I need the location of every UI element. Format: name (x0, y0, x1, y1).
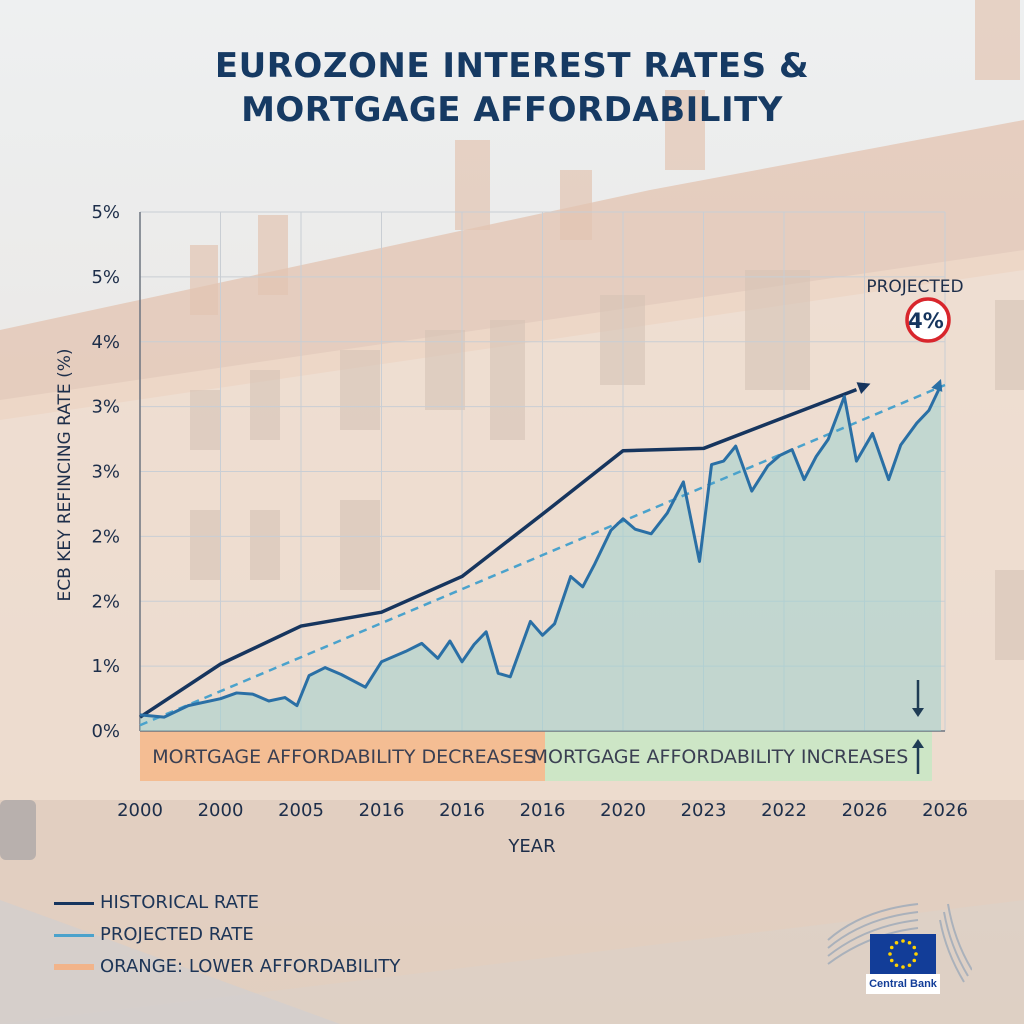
x-tick-label: 2016 (439, 800, 485, 821)
y-tick-label: 5% (91, 267, 120, 288)
eu-star-icon (889, 945, 894, 950)
logo-caption: Central Bank (866, 974, 940, 994)
x-tick-label: 2016 (520, 800, 566, 821)
chart-legend: HISTORICAL RATE PROJECTED RATE ORANGE: L… (54, 890, 474, 986)
eu-star-icon (907, 963, 912, 968)
y-axis-ticks: 0% 1% 2% 2% 3% 3% 4% 5% 5% (91, 202, 120, 742)
down-arrow-icon (912, 680, 924, 717)
trend-line (139, 383, 946, 727)
projected-arrow-head (931, 379, 943, 392)
eu-stars-icon (888, 939, 918, 969)
x-tick-label: 2005 (278, 800, 324, 821)
eu-star-icon (907, 940, 912, 945)
eu-star-icon (901, 965, 905, 969)
x-tick-label: 2016 (359, 800, 405, 821)
historical-arrow-head (856, 382, 871, 395)
legend-item-projected: PROJECTED RATE (54, 922, 474, 954)
eu-flag-icon (870, 934, 936, 974)
eu-star-icon (901, 939, 905, 943)
eu-star-icon (889, 958, 894, 963)
annotation-projected: PROJECTED (866, 277, 963, 297)
eu-star-icon (914, 952, 918, 956)
band-decreases-label: MORTGAGE AFFORDABILITY DECREASES (152, 746, 536, 768)
x-tick-label: 2020 (600, 800, 646, 821)
eu-star-icon (894, 940, 899, 945)
eu-star-icon (912, 958, 917, 963)
title-line-2: MORTGAGE AFFORDABILITY (241, 90, 783, 130)
band-increases-label: MORTGAGE AFFORDABILITY INCREASES (532, 746, 909, 768)
historical-rate-line (139, 387, 858, 719)
x-axis-ticks: 2000 2000 2005 2016 2016 2016 2020 2023 2022 2026… (117, 800, 968, 821)
legend-item-orange: ORANGE: LOWER AFFORDABILITY (54, 954, 474, 986)
legend-label-historical: HISTORICAL RATE (100, 892, 259, 913)
legend-swatch-projected (54, 934, 94, 937)
band-decreases (140, 731, 545, 781)
y-tick-label: 4% (91, 332, 120, 353)
y-tick-label: 5% (91, 202, 120, 223)
up-arrow-icon (912, 739, 924, 774)
projected-rate-line (139, 384, 943, 719)
annotation-value: 4% (908, 309, 944, 333)
affordability-bands: MORTGAGE AFFORDABILITY DECREASES MORTGAG… (140, 731, 932, 781)
legend-label-orange: ORANGE: LOWER AFFORDABILITY (100, 956, 401, 977)
y-axis-label: ECB KEY REFINCING RATE (%) (55, 349, 75, 602)
central-bank-logo: Central Bank (822, 900, 972, 1000)
x-tick-label: 2023 (681, 800, 727, 821)
legend-label-projected: PROJECTED RATE (100, 924, 254, 945)
legend-swatch-historical (54, 902, 94, 905)
x-tick-label: 2000 (117, 800, 163, 821)
x-tick-label: 2000 (198, 800, 244, 821)
x-tick-label: 2022 (761, 800, 807, 821)
annotation-ring (905, 297, 951, 343)
x-tick-label: 2026 (842, 800, 888, 821)
eu-star-icon (888, 952, 892, 956)
y-tick-label: 3% (91, 462, 120, 483)
eu-star-icon (894, 963, 899, 968)
y-tick-label: 2% (91, 526, 120, 547)
x-axis-label: YEAR (507, 836, 555, 857)
y-tick-label: 1% (91, 656, 120, 677)
y-tick-label: 2% (91, 591, 120, 612)
y-tick-label: 0% (91, 721, 120, 742)
title-line-1: EUROZONE INTEREST RATES & (214, 46, 810, 86)
band-increases (545, 731, 932, 781)
y-tick-label: 3% (91, 397, 120, 418)
eu-star-icon (912, 945, 917, 950)
legend-item-historical: HISTORICAL RATE (54, 890, 474, 922)
projected-area-fill (140, 385, 941, 731)
x-tick-label: 2026 (922, 800, 968, 821)
legend-swatch-orange (54, 964, 94, 970)
chart-title: EUROZONE INTEREST RATES & MORTGAGE AFFOR… (0, 44, 1024, 132)
